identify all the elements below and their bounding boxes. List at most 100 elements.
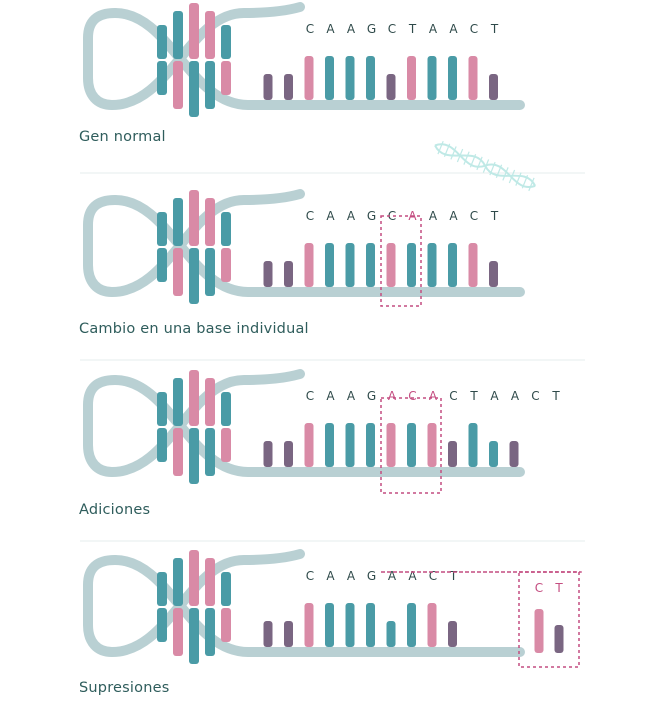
base-letter: T [469,389,478,403]
base-letter: G [367,389,376,403]
helix-backbone [107,549,305,657]
base-pair-bar [173,428,183,476]
base-pair-bar [205,428,215,476]
base-bar [509,441,519,467]
base-bar [304,603,314,647]
helix-backbone [110,8,525,110]
base-pair-bar [189,608,199,664]
mini-helix-icon [434,140,537,192]
base-pair-bar [173,558,183,606]
base-bar [407,56,416,100]
base-letter: T [490,22,499,36]
base-bar [468,243,478,287]
caption-gen-normal: Gen normal [79,129,166,145]
base-pair-bar [157,428,167,462]
base-bar [427,603,437,647]
base-bar [489,74,498,100]
base-pair-bar [189,550,199,606]
base-pair-bar [221,61,231,95]
base-pair-bar [221,608,231,642]
base-pair-bar [205,61,215,109]
mutation-box [380,397,442,494]
base-letter: A [388,569,397,583]
base-letter: A [326,389,335,403]
base-letter: G [367,209,376,223]
base-letter: A [347,209,356,223]
base-bar [325,243,334,287]
base-letter: C [306,22,314,36]
base-bar [263,441,273,467]
base-bar [448,56,457,100]
helix-backbone [107,2,305,110]
base-letter: A [347,22,356,36]
base-letter: T [408,22,417,36]
base-pair-bar [221,212,231,246]
base-pair-bar [157,392,167,426]
caption-supresiones: Supresiones [79,680,170,696]
base-pair-bar [221,392,231,426]
base-pair-bar [221,25,231,59]
base-pair-bar [205,608,215,656]
base-pair-bar [189,370,199,426]
base-bar [263,621,273,647]
base-bar [489,261,498,287]
base-bar [366,243,375,287]
base-letter: A [326,569,335,583]
base-pair-bar [157,61,167,95]
base-letter: A [511,389,520,403]
helix-backbone [83,195,120,297]
base-bar [304,243,314,287]
base-letter: A [408,569,417,583]
base-bar [304,423,314,467]
helix-backbone [110,375,525,477]
base-pair-bar [157,248,167,282]
caption-cambio-base: Cambio en una base individual [79,321,309,337]
base-letter: A [429,22,438,36]
base-letter: G [367,22,376,36]
deleted-letter: C [535,581,543,595]
base-letter: T [551,389,560,403]
base-bar [366,423,375,467]
base-bar [304,56,314,100]
base-letter: C [408,389,416,403]
base-letter: C [306,569,314,583]
base-bar [386,423,396,467]
base-bar [448,441,457,467]
base-letter: A [326,22,335,36]
base-bar [427,243,437,287]
base-bar [345,423,355,467]
base-pair-bar [189,3,199,59]
base-pair-bar [205,198,215,246]
base-pair-bar [157,212,167,246]
mutation-box [380,215,422,307]
helix-backbone [83,555,120,657]
dna-helix [83,369,525,484]
base-letter: A [347,569,356,583]
section-3: C A A G A A C TC T [83,549,582,668]
base-letter: A [429,389,438,403]
base-bar [427,56,437,100]
base-bar [448,243,457,287]
base-bar [468,56,478,100]
base-letter: G [367,569,376,583]
base-pair-bar [189,190,199,246]
base-bar [345,243,355,287]
base-letter: A [347,389,356,403]
base-bar [325,423,334,467]
base-bar [448,621,457,647]
base-letter: C [306,209,314,223]
helix-backbone [83,8,120,110]
base-bar [468,423,478,467]
base-pair-bar [205,378,215,426]
dna-helix [83,2,525,117]
base-pair-bar [173,378,183,426]
base-letter: C [388,22,396,36]
base-bar [427,423,437,467]
base-pair-bar [221,248,231,282]
dna-helix [83,549,525,664]
base-bar [407,423,416,467]
